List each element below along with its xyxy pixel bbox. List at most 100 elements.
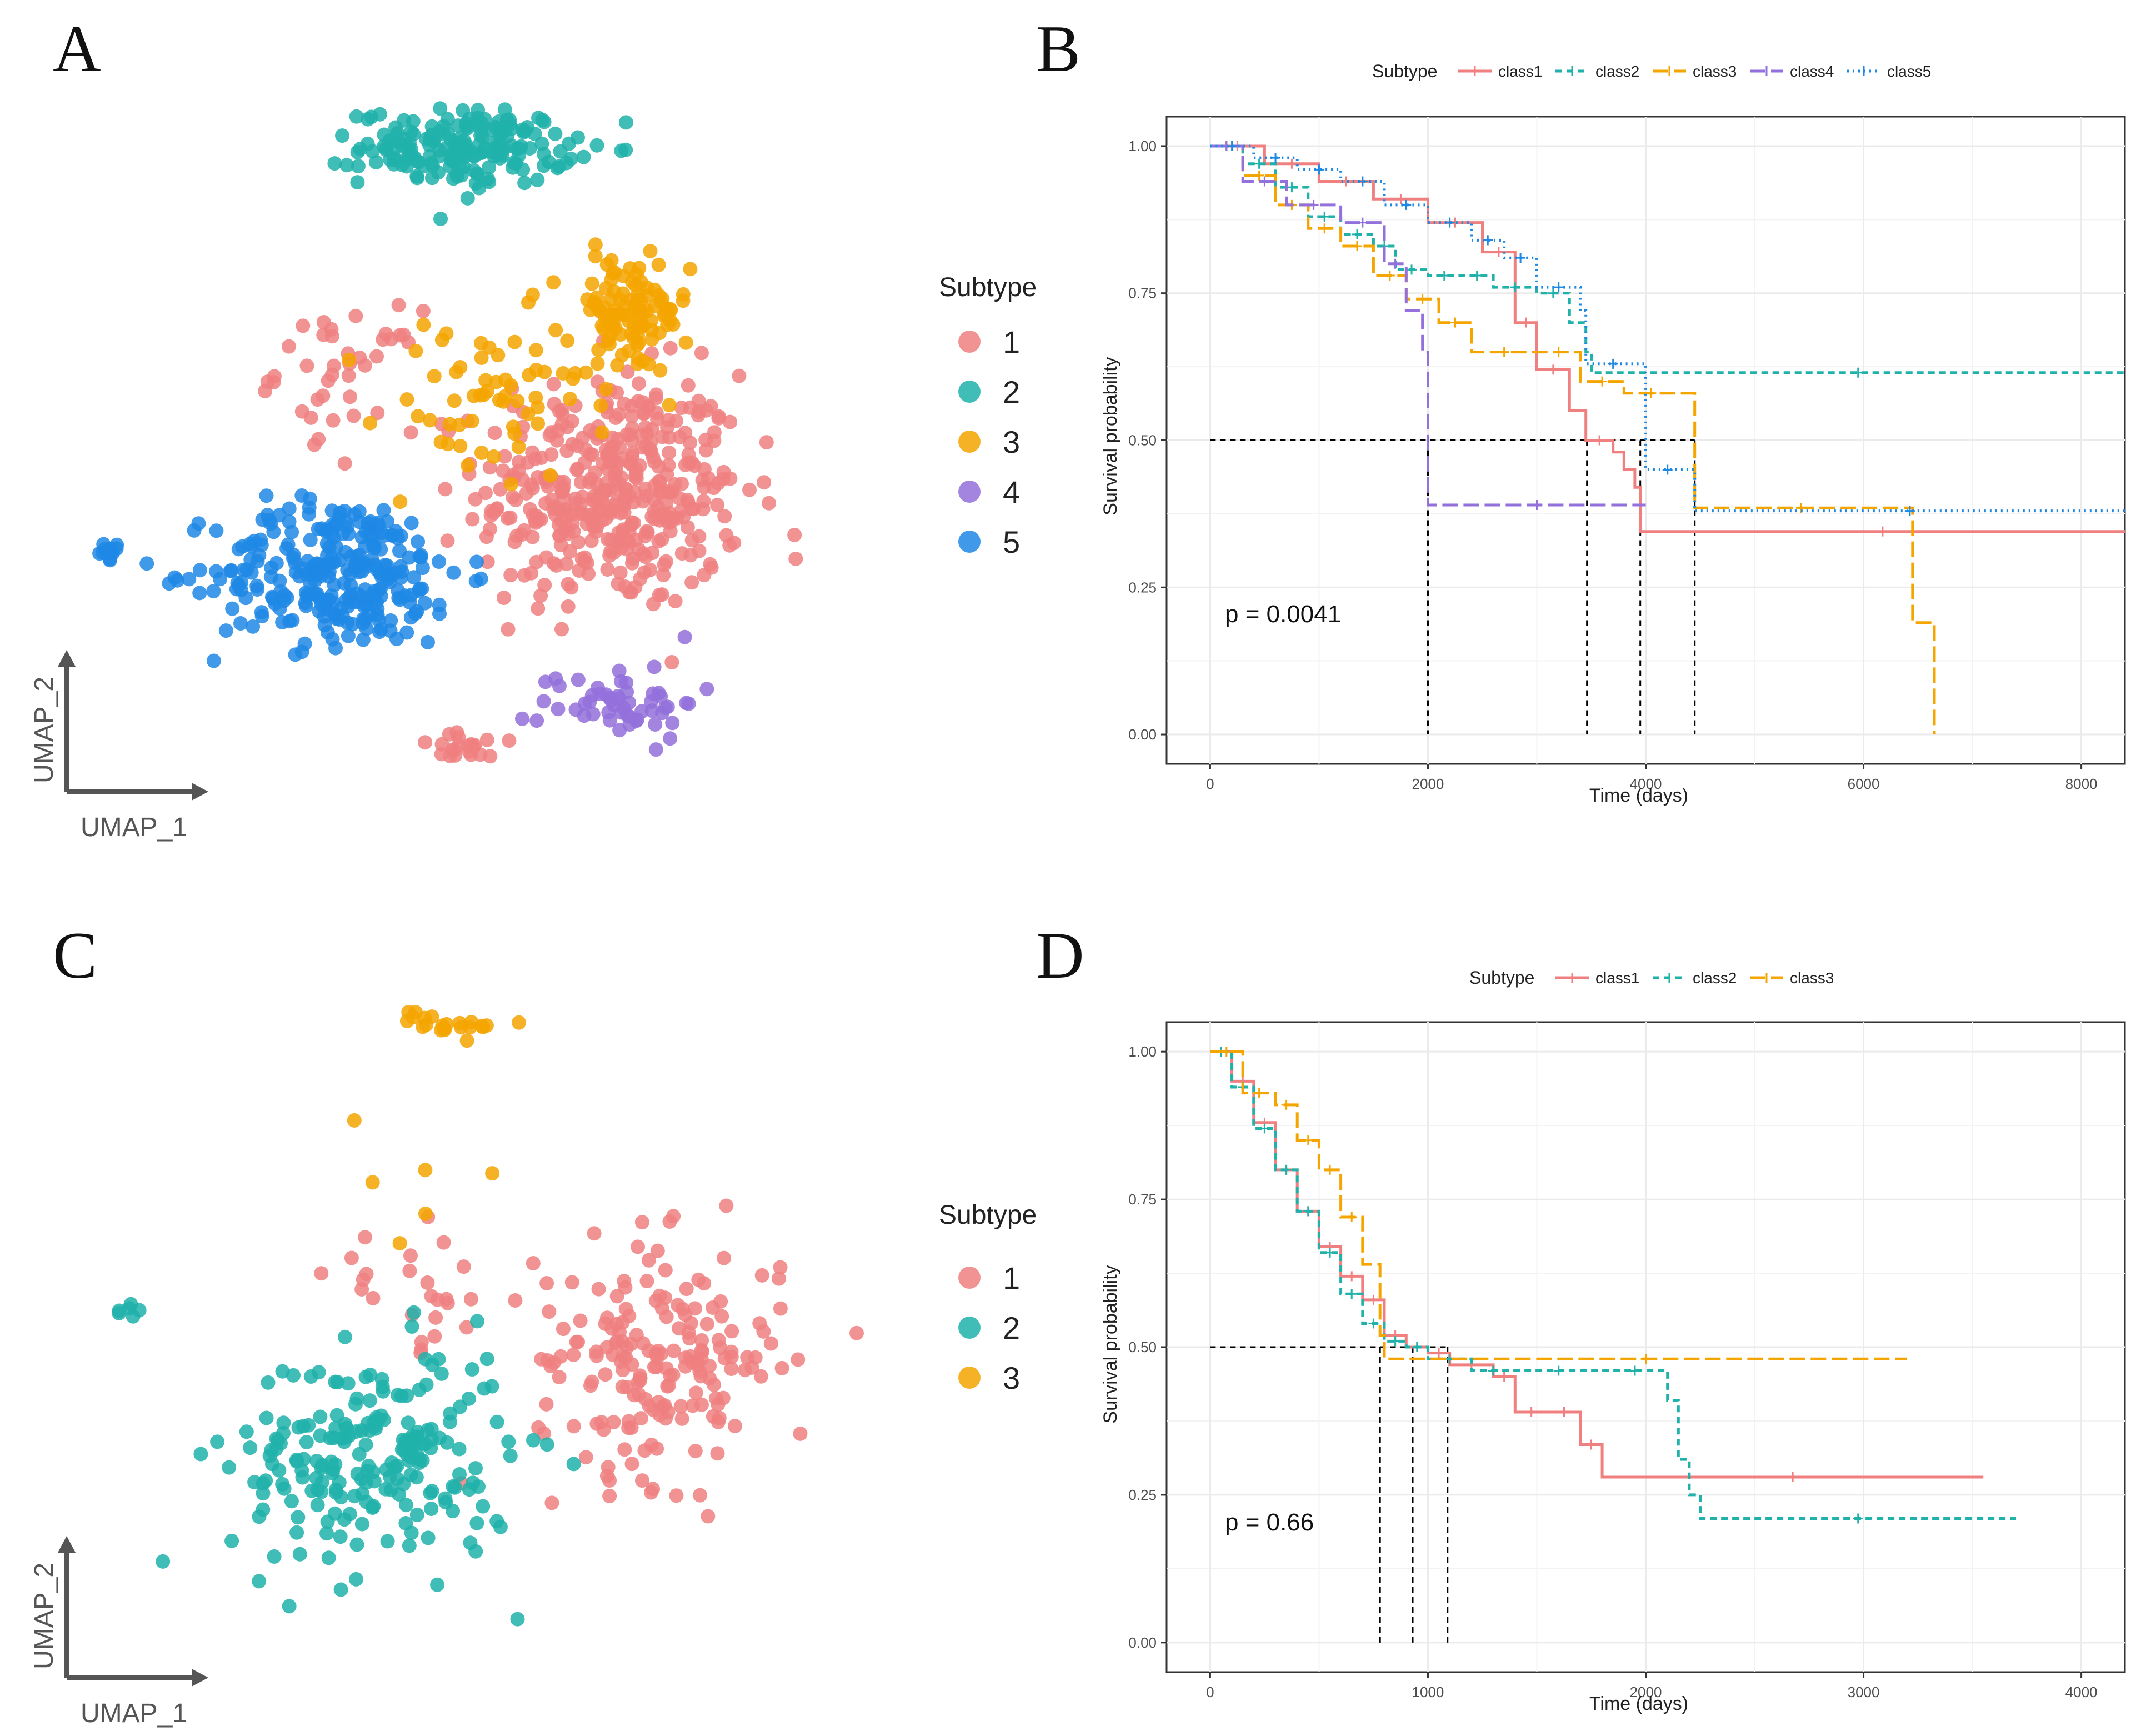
umap-point-class2 (335, 128, 349, 143)
umap-point-class2 (402, 1538, 417, 1553)
umap-point-class1 (402, 1263, 417, 1278)
umap-point-class2 (453, 1399, 468, 1414)
umap-point-class1 (430, 1292, 445, 1307)
km-legend-title: Subtype (1469, 968, 1534, 988)
umap-point-class1 (324, 329, 339, 344)
p-value-d: p = 0.66 (1225, 1509, 1314, 1536)
km-plot-d: 0 1000 2000 3000 4000 0.00 0.25 0.50 0.75 1.00 (1128, 1021, 2126, 1700)
umap-point-class5 (363, 607, 378, 622)
umap-point-class1 (554, 402, 569, 417)
panel-label-d: D (1036, 918, 1084, 992)
censor-mark-class1 (1395, 194, 1406, 204)
censor-mark-class1 (1368, 1294, 1379, 1305)
umap-point-class2 (320, 1514, 335, 1529)
umap-point-class3 (504, 477, 518, 492)
umap-point-class3 (594, 425, 609, 440)
umap-point-class3 (653, 363, 668, 378)
umap-point-class2 (409, 169, 424, 184)
umap-point-class2 (360, 136, 375, 151)
x-tick-label: 6000 (1848, 776, 1880, 792)
umap-point-class1 (633, 1411, 648, 1426)
legend-key-3 (958, 1367, 981, 1389)
umap-point-class2 (375, 1379, 390, 1394)
legend-label-2: 2 (1003, 374, 1020, 409)
y-tick-label: 1.00 (1128, 138, 1157, 154)
umap-point-class1 (267, 369, 282, 384)
umap-point-class1 (544, 1495, 559, 1510)
x-tick-label: 4000 (2065, 1684, 2098, 1700)
umap-point-class1 (526, 481, 540, 496)
umap-point-class5 (209, 564, 224, 579)
umap-point-class4 (699, 682, 714, 697)
umap-point-class1 (629, 1328, 644, 1343)
umap-point-class1 (619, 427, 634, 442)
umap-point-class2 (618, 115, 633, 130)
censor-mark-class2 (1352, 229, 1363, 239)
umap-point-class1 (748, 1350, 763, 1365)
umap-point-class3 (511, 439, 526, 454)
umap-point-class5 (224, 563, 239, 578)
censor-mark-class5 (1662, 464, 1673, 475)
umap-point-class2 (354, 1517, 369, 1532)
umap-point-class3 (393, 494, 408, 509)
umap-point-class5 (469, 554, 484, 569)
km-legend-d: Subtype class1 class2 class3 (1469, 968, 1834, 988)
umap-point-class2 (433, 101, 448, 116)
umap-point-class1 (608, 471, 623, 486)
umap-point-class3 (546, 275, 561, 290)
umap-point-class1 (698, 443, 713, 458)
umap-point-class1 (684, 575, 699, 590)
umap-point-class3 (462, 1020, 477, 1035)
umap-point-class1 (759, 435, 774, 450)
km-panel-d: 0 1000 2000 3000 4000 0.00 0.25 0.50 0.75 1.00 Su… (1100, 968, 2126, 1714)
umap-point-class3 (548, 323, 563, 338)
umap-point-class4 (677, 629, 692, 644)
y-tick-label: 0.50 (1128, 432, 1157, 449)
umap-point-class2 (404, 1525, 419, 1540)
censor-mark-class2 (1325, 1247, 1335, 1258)
censor-mark-class3 (1254, 170, 1264, 181)
umap-point-class1 (649, 387, 664, 402)
umap-point-class1 (553, 1349, 568, 1364)
umap-point-class1 (479, 732, 494, 747)
umap-point-class1 (483, 749, 498, 764)
legend-title-a: Subtype (939, 273, 1037, 302)
censor-mark-class1 (1434, 1348, 1444, 1358)
km-legend-label-class2: class2 (1693, 969, 1737, 987)
umap-point-class5 (244, 539, 259, 554)
umap-point-class2 (589, 138, 604, 153)
umap-point-class1 (369, 349, 384, 364)
umap-point-class5 (383, 623, 398, 638)
umap-point-class1 (573, 506, 588, 520)
umap-point-class5 (411, 534, 426, 549)
umap-point-class3 (584, 276, 599, 291)
umap-point-class4 (644, 703, 659, 718)
legend-key-1 (958, 331, 981, 353)
umap-point-class1 (566, 1347, 581, 1362)
umap-point-class2 (468, 1544, 483, 1559)
umap-point-class1 (603, 544, 618, 559)
umap-point-class3 (365, 1175, 380, 1190)
umap-point-class1 (468, 492, 483, 507)
umap-point-class3 (464, 413, 479, 428)
umap-point-class5 (418, 596, 432, 611)
censor-mark-class3 (1450, 317, 1460, 328)
umap-point-class5 (373, 542, 388, 557)
umap-point-class2 (276, 1415, 291, 1430)
umap-point-class2 (292, 1547, 307, 1562)
umap-point-class5 (329, 539, 344, 554)
umap-point-class4 (529, 713, 544, 728)
umap-point-class1 (674, 1411, 689, 1426)
umap-point-class1 (849, 1325, 864, 1340)
umap-point-class5 (192, 586, 207, 601)
umap-point-class2 (526, 1433, 541, 1448)
umap-point-class3 (522, 368, 537, 383)
censor-mark-class3 (1640, 1354, 1651, 1364)
umap-point-class1 (627, 1388, 642, 1403)
km-ylabel-d: Survival probability (1100, 1265, 1121, 1423)
censor-mark-class1 (1559, 1407, 1569, 1417)
umap-point-class1 (649, 1350, 664, 1365)
umap-point-class2 (403, 1468, 418, 1482)
umap-point-class1 (668, 594, 683, 609)
umap-point-class1 (598, 1367, 613, 1382)
